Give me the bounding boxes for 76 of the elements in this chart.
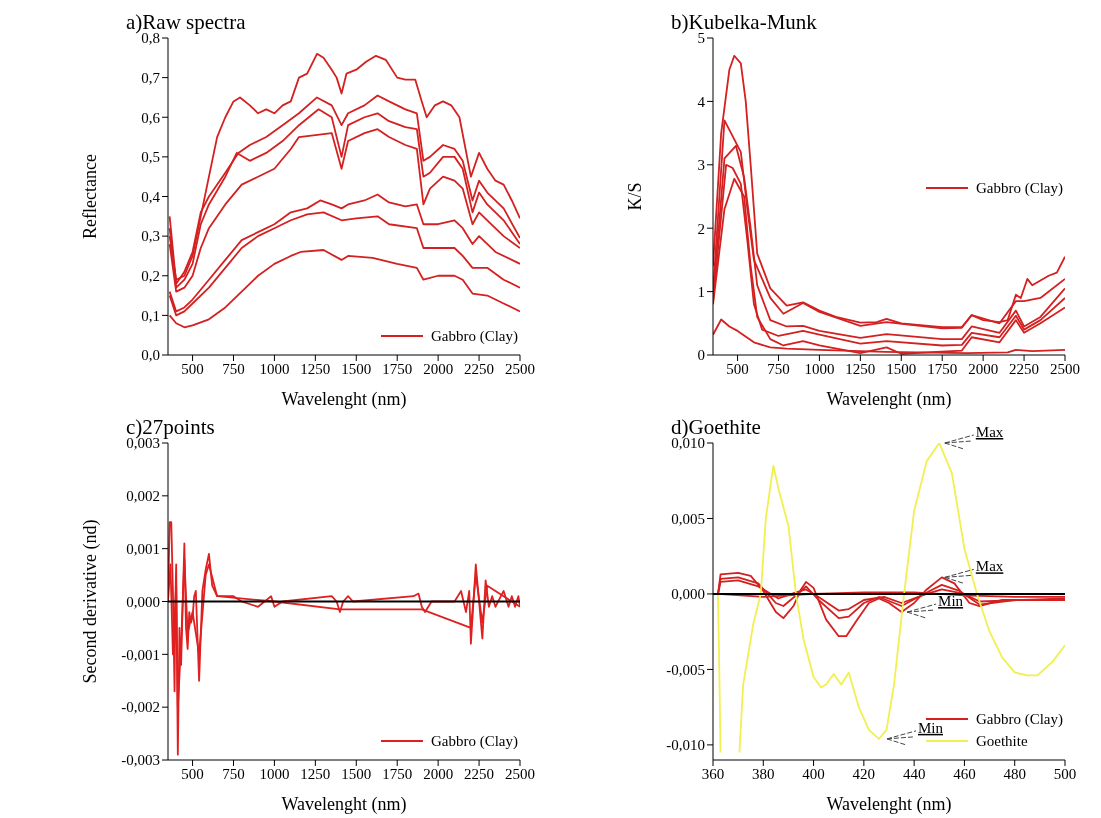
- y-axis-title: K/S: [625, 182, 646, 211]
- legend-label: Gabbro (Clay): [430, 327, 518, 346]
- x-tick-label: 1250: [300, 360, 331, 377]
- x-tick-label: 750: [767, 360, 790, 377]
- x-tick-label: 500: [181, 360, 204, 377]
- y-tick-label: 0,000: [126, 593, 160, 610]
- y-tick-label: 0,005: [671, 510, 705, 527]
- y-tick-label: 3: [697, 157, 705, 174]
- x-tick-label: 2500: [1050, 360, 1080, 377]
- x-tick-label: 1750: [382, 765, 413, 782]
- y-tick-label: -0,003: [121, 752, 160, 769]
- x-tick-label: 1250: [300, 765, 331, 782]
- y-tick-label: 0,6: [141, 109, 161, 126]
- x-tick-label: 1500: [886, 360, 917, 377]
- x-tick-label: 1250: [845, 360, 876, 377]
- y-tick-label: 0,7: [141, 69, 161, 86]
- y-tick-label: -0,001: [121, 646, 160, 663]
- y-tick-label: 0,002: [126, 488, 160, 505]
- annotation: Max: [975, 424, 1004, 440]
- x-axis-title: Wavelenght (nm): [281, 794, 407, 815]
- y-axis-title: Reflectance: [80, 154, 101, 239]
- y-tick-label: 4: [697, 93, 706, 110]
- y-tick-label: 0,4: [141, 188, 161, 205]
- x-tick-label: 2250: [464, 360, 495, 377]
- x-tick-label: 1750: [927, 360, 958, 377]
- x-tick-label: 1000: [259, 765, 290, 782]
- y-tick-label: 0: [697, 347, 705, 364]
- y-tick-label: 0,001: [126, 540, 160, 557]
- x-tick-label: 1500: [341, 360, 372, 377]
- x-tick-label: 1500: [341, 765, 372, 782]
- y-tick-label: 0,2: [141, 268, 160, 285]
- legend-label: Gabbro (Clay): [975, 710, 1063, 729]
- x-tick-label: 480: [1003, 765, 1026, 782]
- x-tick-label: 1000: [804, 360, 835, 377]
- y-tick-label: -0,002: [121, 699, 160, 716]
- x-tick-label: 2250: [1009, 360, 1040, 377]
- x-tick-label: 2500: [505, 765, 535, 782]
- x-tick-label: 750: [222, 765, 245, 782]
- y-tick-label: 0,5: [141, 149, 160, 166]
- y-tick-label: 0,000: [671, 586, 705, 603]
- annotation: Min: [938, 593, 964, 610]
- x-axis-title: Wavelenght (nm): [826, 389, 952, 410]
- x-tick-label: 400: [802, 765, 825, 782]
- y-tick-label: 2: [697, 220, 705, 237]
- x-tick-label: 2500: [505, 360, 535, 377]
- legend-label: Gabbro (Clay): [975, 178, 1063, 198]
- y-tick-label: -0,010: [666, 737, 705, 754]
- y-tick-label: 1: [697, 283, 705, 300]
- x-tick-label: 460: [953, 765, 976, 782]
- y-tick-label: 0,1: [141, 307, 160, 324]
- x-tick-label: 2000: [423, 360, 454, 377]
- x-tick-label: 420: [852, 765, 876, 782]
- x-tick-label: 1750: [382, 360, 413, 377]
- x-axis-title: Wavelenght (nm): [281, 389, 407, 410]
- x-tick-label: 360: [701, 765, 725, 782]
- y-tick-label: 0,0: [141, 347, 160, 364]
- x-axis-title: Wavelenght (nm): [826, 794, 952, 815]
- x-tick-label: 2250: [464, 765, 495, 782]
- x-tick-label: 750: [222, 360, 245, 377]
- x-tick-label: 500: [181, 765, 204, 782]
- legend-label: Gabbro (Clay): [430, 732, 518, 751]
- x-tick-label: 2000: [968, 360, 999, 377]
- y-tick-label: -0,005: [666, 661, 705, 678]
- chart-title: d)Goethite: [671, 415, 761, 439]
- y-tick-label: 0,3: [141, 228, 160, 245]
- annotation: Min: [917, 719, 944, 736]
- y-axis-title: Second derivative (nd): [80, 519, 102, 684]
- x-tick-label: 2000: [423, 765, 454, 782]
- x-tick-label: 500: [1053, 765, 1077, 782]
- x-tick-label: 500: [726, 360, 749, 377]
- annotation: Max: [975, 558, 1004, 575]
- x-tick-label: 1000: [259, 360, 290, 377]
- x-tick-label: 440: [902, 765, 926, 782]
- x-tick-label: 380: [752, 765, 775, 782]
- chart-title: c)27points: [126, 415, 215, 439]
- legend-label: Goethite: [975, 732, 1028, 751]
